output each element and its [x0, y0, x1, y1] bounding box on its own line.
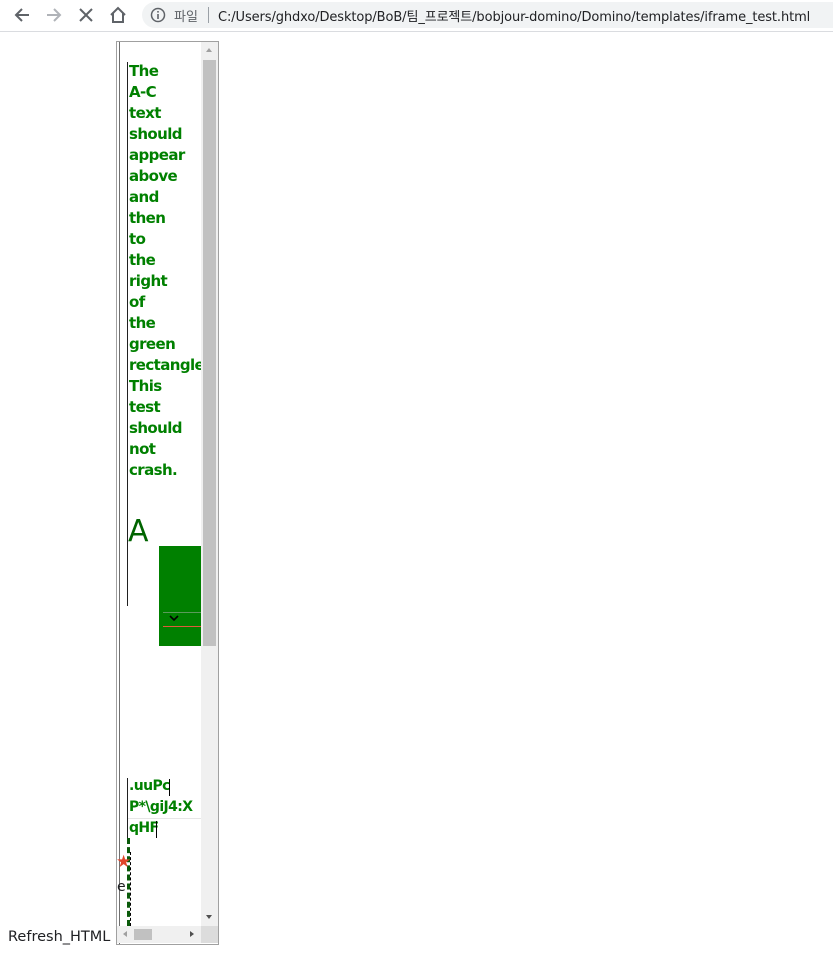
- browser-toolbar: 파일 C:/Users/ghdxo/Desktop/BoB/팀_프로젝트/bob…: [0, 0, 833, 32]
- back-button[interactable]: [10, 3, 34, 27]
- stop-loading-icon: [79, 8, 93, 22]
- home-button[interactable]: [106, 3, 130, 27]
- dashed-outline: [127, 838, 130, 926]
- big-letter-a: A: [128, 514, 149, 549]
- address-separator: [208, 7, 209, 23]
- vertical-scrollbar[interactable]: [201, 42, 218, 926]
- green-rectangle: [159, 546, 201, 646]
- star-icon: ★: [116, 852, 132, 872]
- editable-divider: [128, 818, 201, 819]
- text-caret: [169, 779, 170, 796]
- scroll-left-icon[interactable]: [123, 931, 127, 937]
- scroll-up-icon[interactable]: [206, 48, 212, 52]
- select-top-border: [163, 612, 201, 613]
- home-icon: [110, 6, 126, 23]
- vertical-scroll-thumb[interactable]: [203, 60, 216, 646]
- forward-arrow-icon: [47, 8, 62, 22]
- lower-border-line: [127, 778, 128, 838]
- scrollbar-corner: [201, 926, 218, 943]
- chevron-down-icon[interactable]: [169, 614, 179, 622]
- scheme-label: 파일: [174, 10, 198, 25]
- url-text[interactable]: C:/Users/ghdxo/Desktop/BoB/팀_프로젝트/bobjou…: [218, 10, 811, 25]
- frame-border-line: [119, 42, 120, 944]
- scroll-down-icon[interactable]: [206, 915, 212, 919]
- editable-line-2[interactable]: P*\giJ4:X: [129, 799, 193, 815]
- stop-button[interactable]: [74, 3, 98, 27]
- dashed-inner-outline: [130, 852, 131, 926]
- horizontal-scrollbar[interactable]: [117, 926, 201, 943]
- scroll-right-icon[interactable]: [190, 931, 194, 937]
- address-bar[interactable]: 파일 C:/Users/ghdxo/Desktop/BoB/팀_프로젝트/bob…: [142, 2, 833, 28]
- refresh-html-link[interactable]: Refresh_HTML: [8, 929, 111, 945]
- text-caret-2: [156, 821, 157, 838]
- small-text-char: e: [117, 879, 126, 895]
- editable-line-3[interactable]: qHF: [129, 820, 159, 836]
- test-description-text: The A-C text should appear above and the…: [129, 62, 210, 479]
- forward-button[interactable]: [42, 3, 66, 27]
- iframe-container: The A-C text should appear above and the…: [116, 41, 219, 945]
- info-icon[interactable]: [150, 7, 166, 23]
- inner-border-line: [127, 62, 128, 606]
- back-arrow-icon: [14, 8, 29, 22]
- select-underline: [163, 626, 201, 627]
- editable-line-1[interactable]: .uuPc: [129, 778, 170, 794]
- horizontal-scroll-thumb[interactable]: [134, 929, 152, 940]
